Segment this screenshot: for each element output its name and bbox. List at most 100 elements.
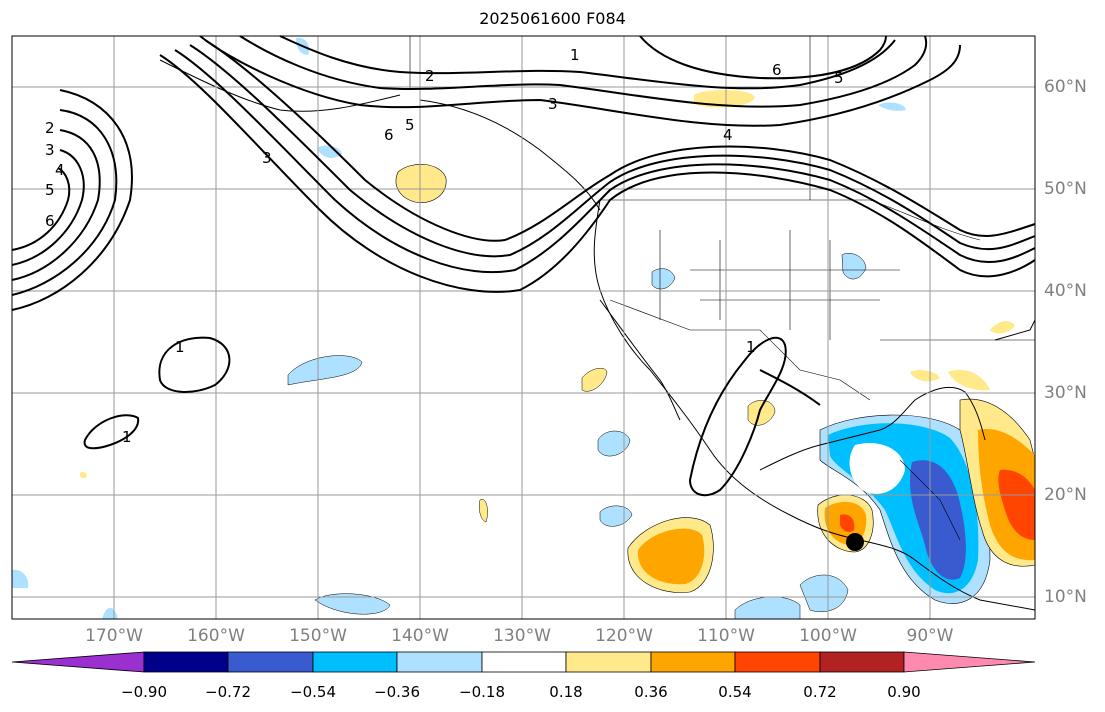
positive-anomaly-gulf-alaska (395, 164, 447, 203)
lon-label: 110°W (697, 626, 755, 646)
contour-label: 5 (45, 181, 55, 199)
colorbar-tick-label: 0.36 (634, 683, 668, 701)
contour-label: 2 (425, 67, 435, 85)
colorbar-tick-label: −0.72 (205, 683, 251, 701)
positive-anomaly-baja-south-core (637, 528, 705, 585)
colorbar-tick-label: −0.36 (374, 683, 420, 701)
lon-label: 130°W (493, 626, 551, 646)
colorbar-bin (227, 651, 314, 673)
lon-label: 100°W (799, 626, 857, 646)
lon-label: 160°W (187, 626, 245, 646)
contour-label: 5 (405, 116, 415, 134)
positive-anomaly-gulf-east (910, 370, 940, 382)
contour-label: 4 (723, 126, 733, 144)
negative-anomaly-south-3 (799, 574, 849, 613)
political-borders (409, 36, 1035, 541)
contour-label: 3 (45, 141, 55, 159)
map-frame (11, 35, 1036, 620)
colorbar-bin (819, 651, 905, 673)
positive-anomaly-mexico (747, 400, 776, 426)
anomaly-shading (12, 37, 1036, 620)
contour-label: 6 (384, 126, 394, 144)
lat-label: 50°N (1044, 179, 1087, 199)
contour-line (189, 44, 1036, 258)
positive-anomaly-baja (581, 367, 608, 392)
lat-label: 60°N (1044, 77, 1087, 97)
colorbar-bin (481, 651, 567, 673)
contour-label: 3 (262, 149, 272, 167)
colorbar-bin (143, 651, 229, 673)
positive-anomaly-carolina (990, 321, 1015, 334)
lat-label: 20°N (1044, 485, 1087, 505)
contour-line (279, 35, 896, 90)
map-background (12, 36, 1035, 619)
contour-labels: 2 3 4 5 6 2 3 4 6 5 5 6 3 1 1 1 1 (45, 46, 844, 446)
colorbar-tick-label: −0.18 (459, 683, 505, 701)
positive-anomaly-pacific (479, 499, 488, 523)
map-title: 2025061600 F084 (479, 9, 626, 28)
lat-label: 10°N (1044, 587, 1087, 607)
contour-line (204, 39, 1036, 242)
contour-line (11, 89, 133, 311)
contour-line (688, 336, 787, 497)
colorbar-tick-label: −0.90 (121, 683, 167, 701)
positive-anomaly-hudson (694, 89, 755, 108)
contour-line (639, 35, 887, 80)
contour-line (199, 35, 961, 127)
colorbar-bin (312, 651, 398, 673)
contour-line (11, 109, 118, 296)
negative-anomaly-south-1 (314, 593, 391, 615)
colorbar-tick-label: 0.72 (803, 683, 837, 701)
positive-anomaly-hawaii (79, 471, 87, 479)
negative-anomaly-deep (909, 460, 966, 580)
contour-label: 5 (834, 69, 844, 87)
contour-line (11, 149, 85, 266)
lon-label: 140°W (391, 626, 449, 646)
colorbar-tick-label: 0.18 (549, 683, 583, 701)
contour-line (11, 167, 71, 251)
contour-label: 6 (45, 212, 55, 230)
contour-line (759, 369, 821, 406)
contour-line (11, 129, 101, 281)
negative-anomaly-pacific-2 (597, 430, 631, 457)
contour-label: 2 (45, 119, 55, 137)
positive-anomaly-storm-core (840, 514, 855, 533)
contour-label: 1 (570, 46, 580, 64)
lat-label: 40°N (1044, 281, 1087, 301)
positive-anomaly-east-gulf-core (998, 469, 1035, 540)
positive-anomaly-florida (948, 369, 990, 391)
colorbar-tick-label: −0.54 (290, 683, 336, 701)
contour-line (239, 35, 928, 108)
lat-label: 30°N (1044, 383, 1087, 403)
contour-label: 4 (55, 161, 65, 179)
contour-line (158, 336, 231, 393)
negative-anomaly-alaska (317, 145, 342, 158)
contour-label: 3 (548, 95, 558, 113)
contour-label: 1 (746, 338, 756, 356)
contour-label: 1 (175, 338, 185, 356)
graticule (12, 36, 1035, 619)
storm-marker (846, 533, 864, 551)
contour-line (83, 414, 140, 450)
lon-label: 170°W (85, 626, 143, 646)
contour-label: 1 (122, 428, 132, 446)
colorbar-bin (650, 651, 736, 673)
colorbar (11, 651, 1036, 673)
negative-anomaly-west (12, 569, 29, 588)
colorbar-extend-high (903, 651, 1036, 673)
colorbar-tick-label: 0.54 (718, 683, 752, 701)
colorbar-extend-low (11, 651, 145, 673)
gulf-hole (849, 442, 905, 494)
lon-label: 150°W (289, 626, 347, 646)
contours (11, 35, 1036, 497)
negative-anomaly-iowa (841, 252, 867, 280)
contour-line (159, 54, 1036, 293)
negative-anomaly-pacific-1 (287, 355, 363, 386)
colorbar-tick-label: 0.90 (887, 683, 921, 701)
lon-label: 120°W (595, 626, 653, 646)
contour-label: 6 (772, 61, 782, 79)
contour-line (174, 49, 1036, 274)
colorbar-bin (734, 651, 821, 673)
colorbar-bin (396, 651, 483, 673)
